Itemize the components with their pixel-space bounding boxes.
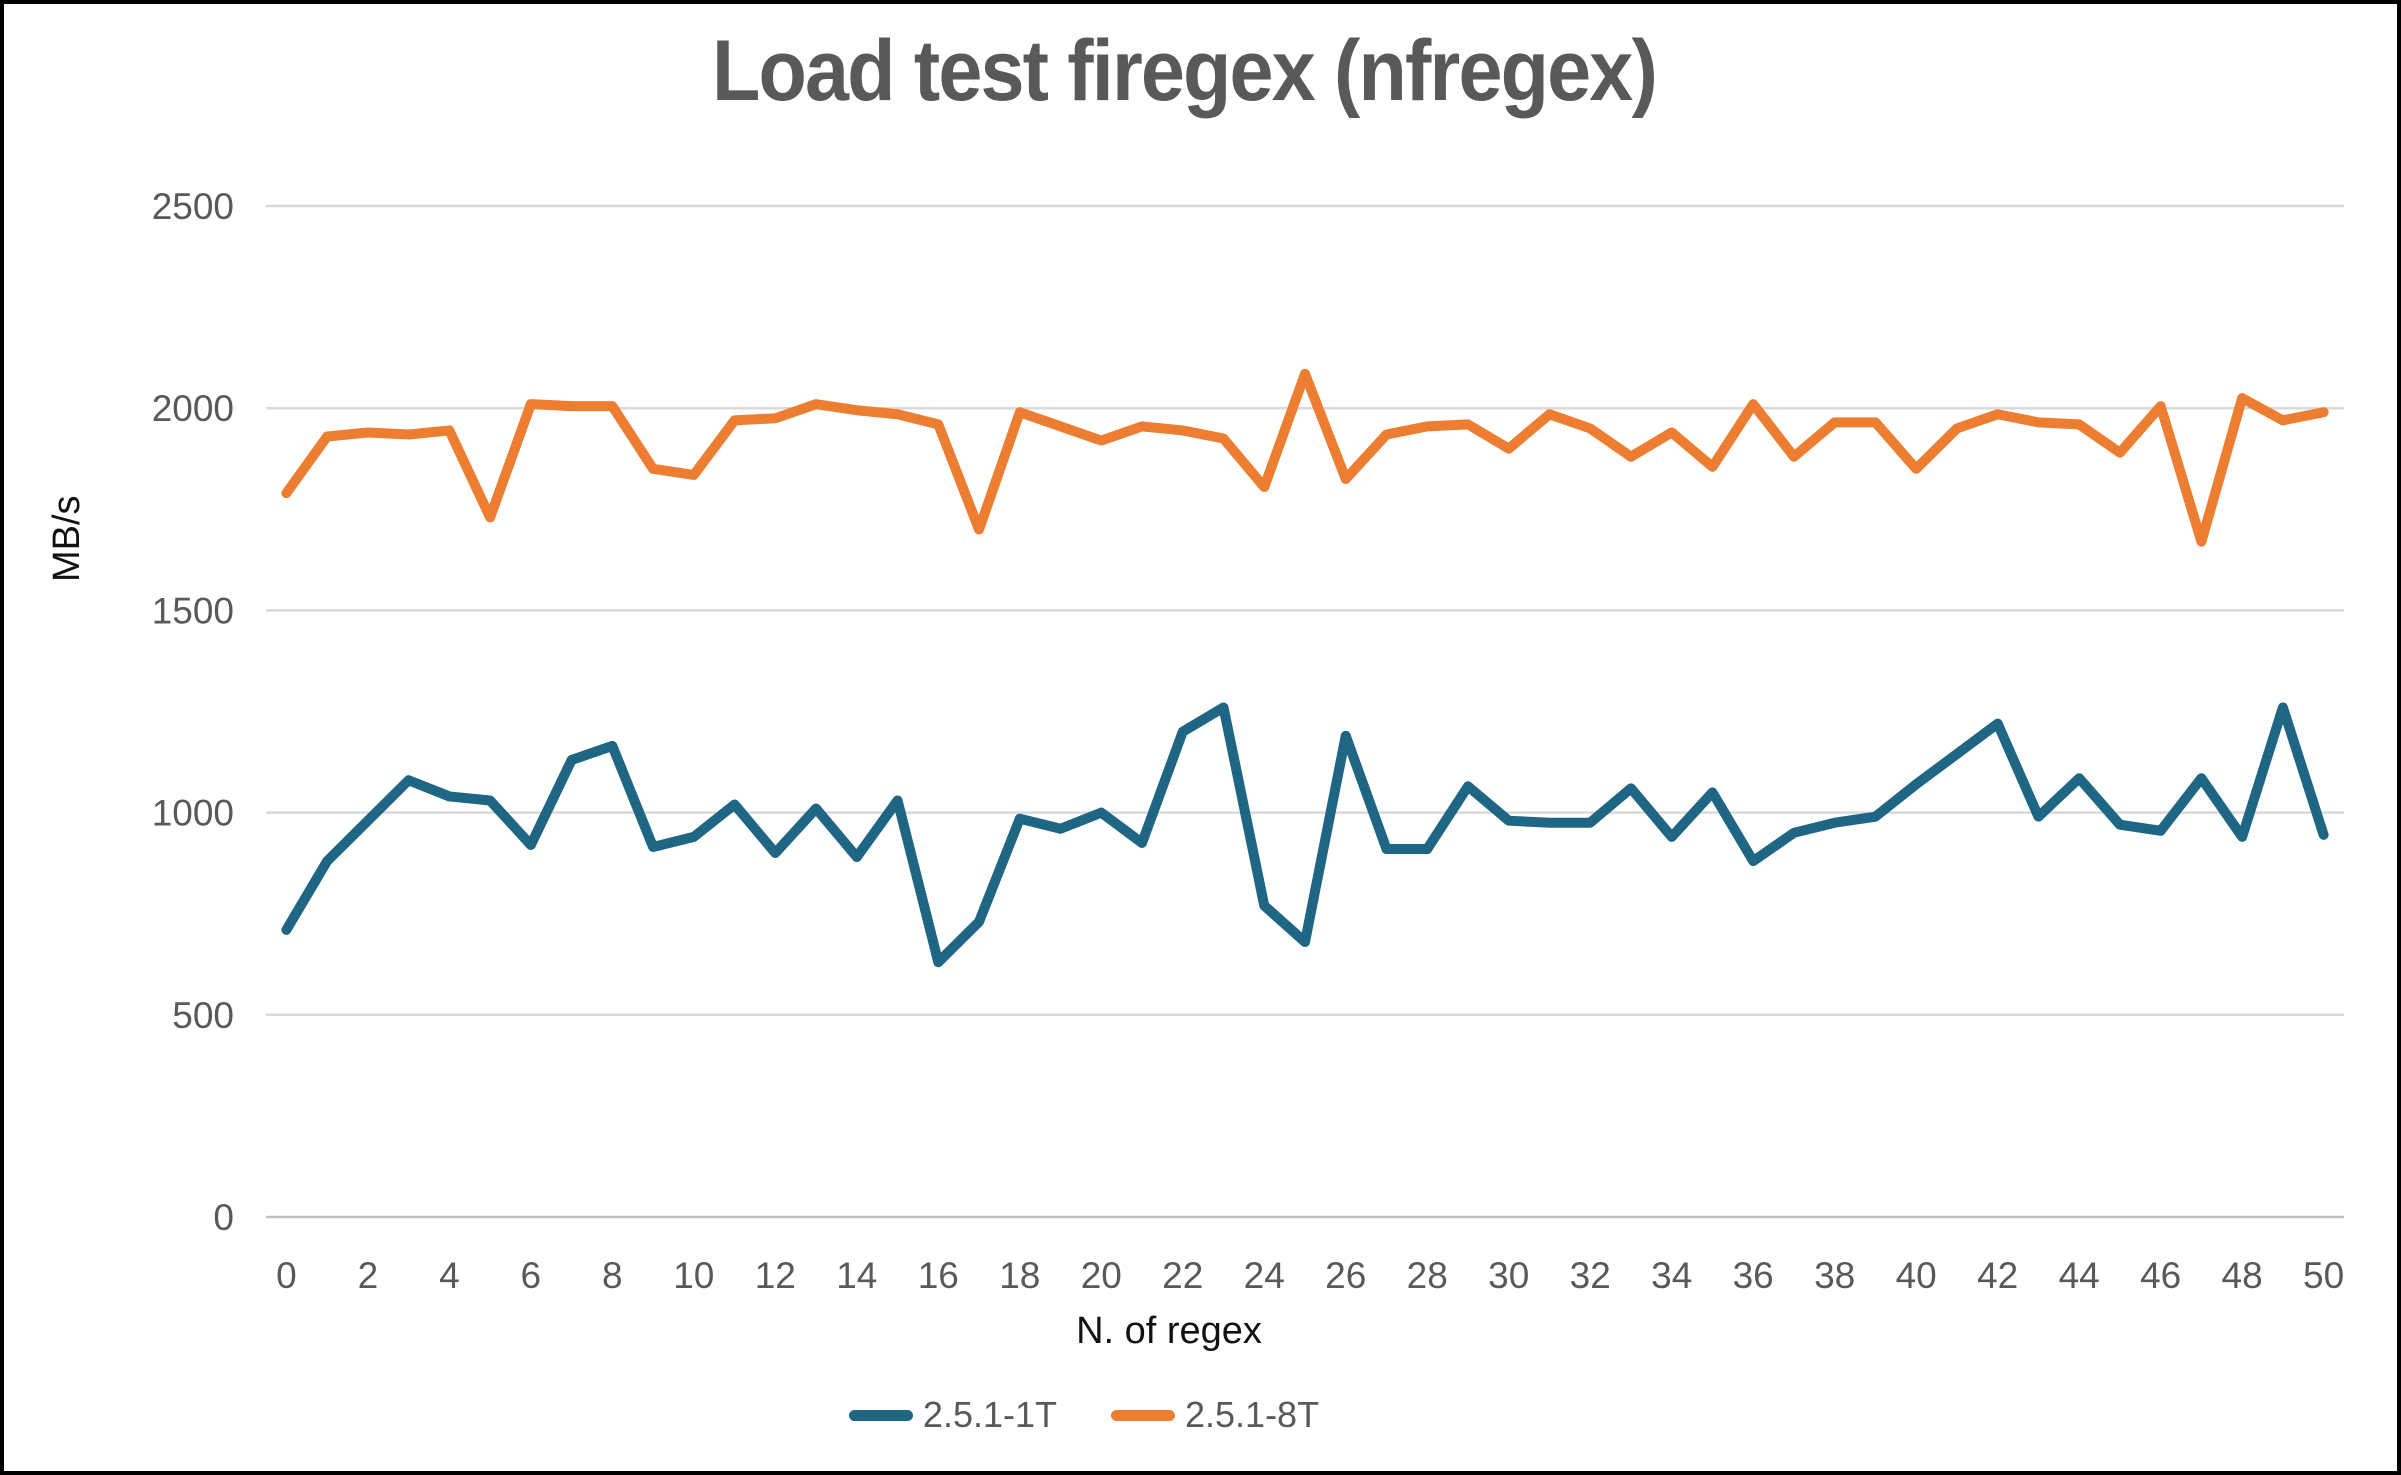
legend-item-8t: 2.5.1-8T	[1111, 1394, 1319, 1436]
x-tick-label-8: 8	[602, 1255, 623, 1296]
legend-label-8t: 2.5.1-8T	[1185, 1394, 1320, 1435]
chart-title: Load test firegex (nfregex)	[4, 23, 2364, 119]
x-tick-label-18: 18	[999, 1255, 1040, 1296]
series-line-2.5.1-8T	[281, 368, 2329, 547]
x-tick-label-34: 34	[1651, 1255, 1692, 1296]
legend-label-1t: 2.5.1-1T	[922, 1394, 1057, 1435]
x-tick-label-4: 4	[439, 1255, 460, 1296]
x-tick-label-22: 22	[1162, 1255, 1203, 1296]
x-tick-label-10: 10	[673, 1255, 714, 1296]
x-tick-label-44: 44	[2059, 1255, 2100, 1296]
legend-item-1t: 2.5.1-1T	[848, 1394, 1057, 1436]
y-tick-label-1500: 1500	[152, 590, 234, 631]
x-tick-label-50: 50	[2303, 1255, 2344, 1296]
x-tick-label-30: 30	[1488, 1255, 1529, 1296]
x-tick-label-14: 14	[836, 1255, 877, 1296]
x-tick-label-26: 26	[1325, 1255, 1366, 1296]
x-tick-label-48: 48	[2222, 1255, 2263, 1296]
y-axis-title: MB/s	[46, 495, 88, 583]
x-tick-label-38: 38	[1814, 1255, 1855, 1296]
x-tick-label-6: 6	[521, 1255, 542, 1296]
y-tick-label-2500: 2500	[152, 186, 234, 227]
x-axis-title: N. of regex	[1076, 1310, 1262, 1352]
x-tick-label-36: 36	[1733, 1255, 1774, 1296]
y-tick-label-500: 500	[172, 995, 234, 1036]
x-tick-label-12: 12	[755, 1255, 796, 1296]
y-tick-label-2000: 2000	[152, 388, 234, 429]
x-tick-label-20: 20	[1081, 1255, 1122, 1296]
series-line-2.5.1-1T	[281, 702, 2329, 968]
x-tick-label-40: 40	[1896, 1255, 1937, 1296]
y-tick-label-1000: 1000	[152, 793, 234, 834]
x-tick-label-46: 46	[2140, 1255, 2181, 1296]
x-tick-label-16: 16	[918, 1255, 959, 1296]
chart-title-text: Load test firegex (nfregex)	[712, 23, 1658, 119]
legend-swatch-1t	[848, 1409, 913, 1421]
x-tick-label-24: 24	[1244, 1255, 1285, 1296]
legend: 2.5.1-1T 2.5.1-8T	[4, 1394, 2164, 1436]
x-tick-label-28: 28	[1407, 1255, 1448, 1296]
x-tick-label-0: 0	[276, 1255, 297, 1296]
x-tick-label-32: 32	[1570, 1255, 1611, 1296]
y-tick-label-0: 0	[213, 1197, 234, 1238]
legend-swatch-8t	[1111, 1409, 1175, 1421]
x-tick-label-42: 42	[1977, 1255, 2018, 1296]
x-tick-label-2: 2	[358, 1255, 379, 1296]
